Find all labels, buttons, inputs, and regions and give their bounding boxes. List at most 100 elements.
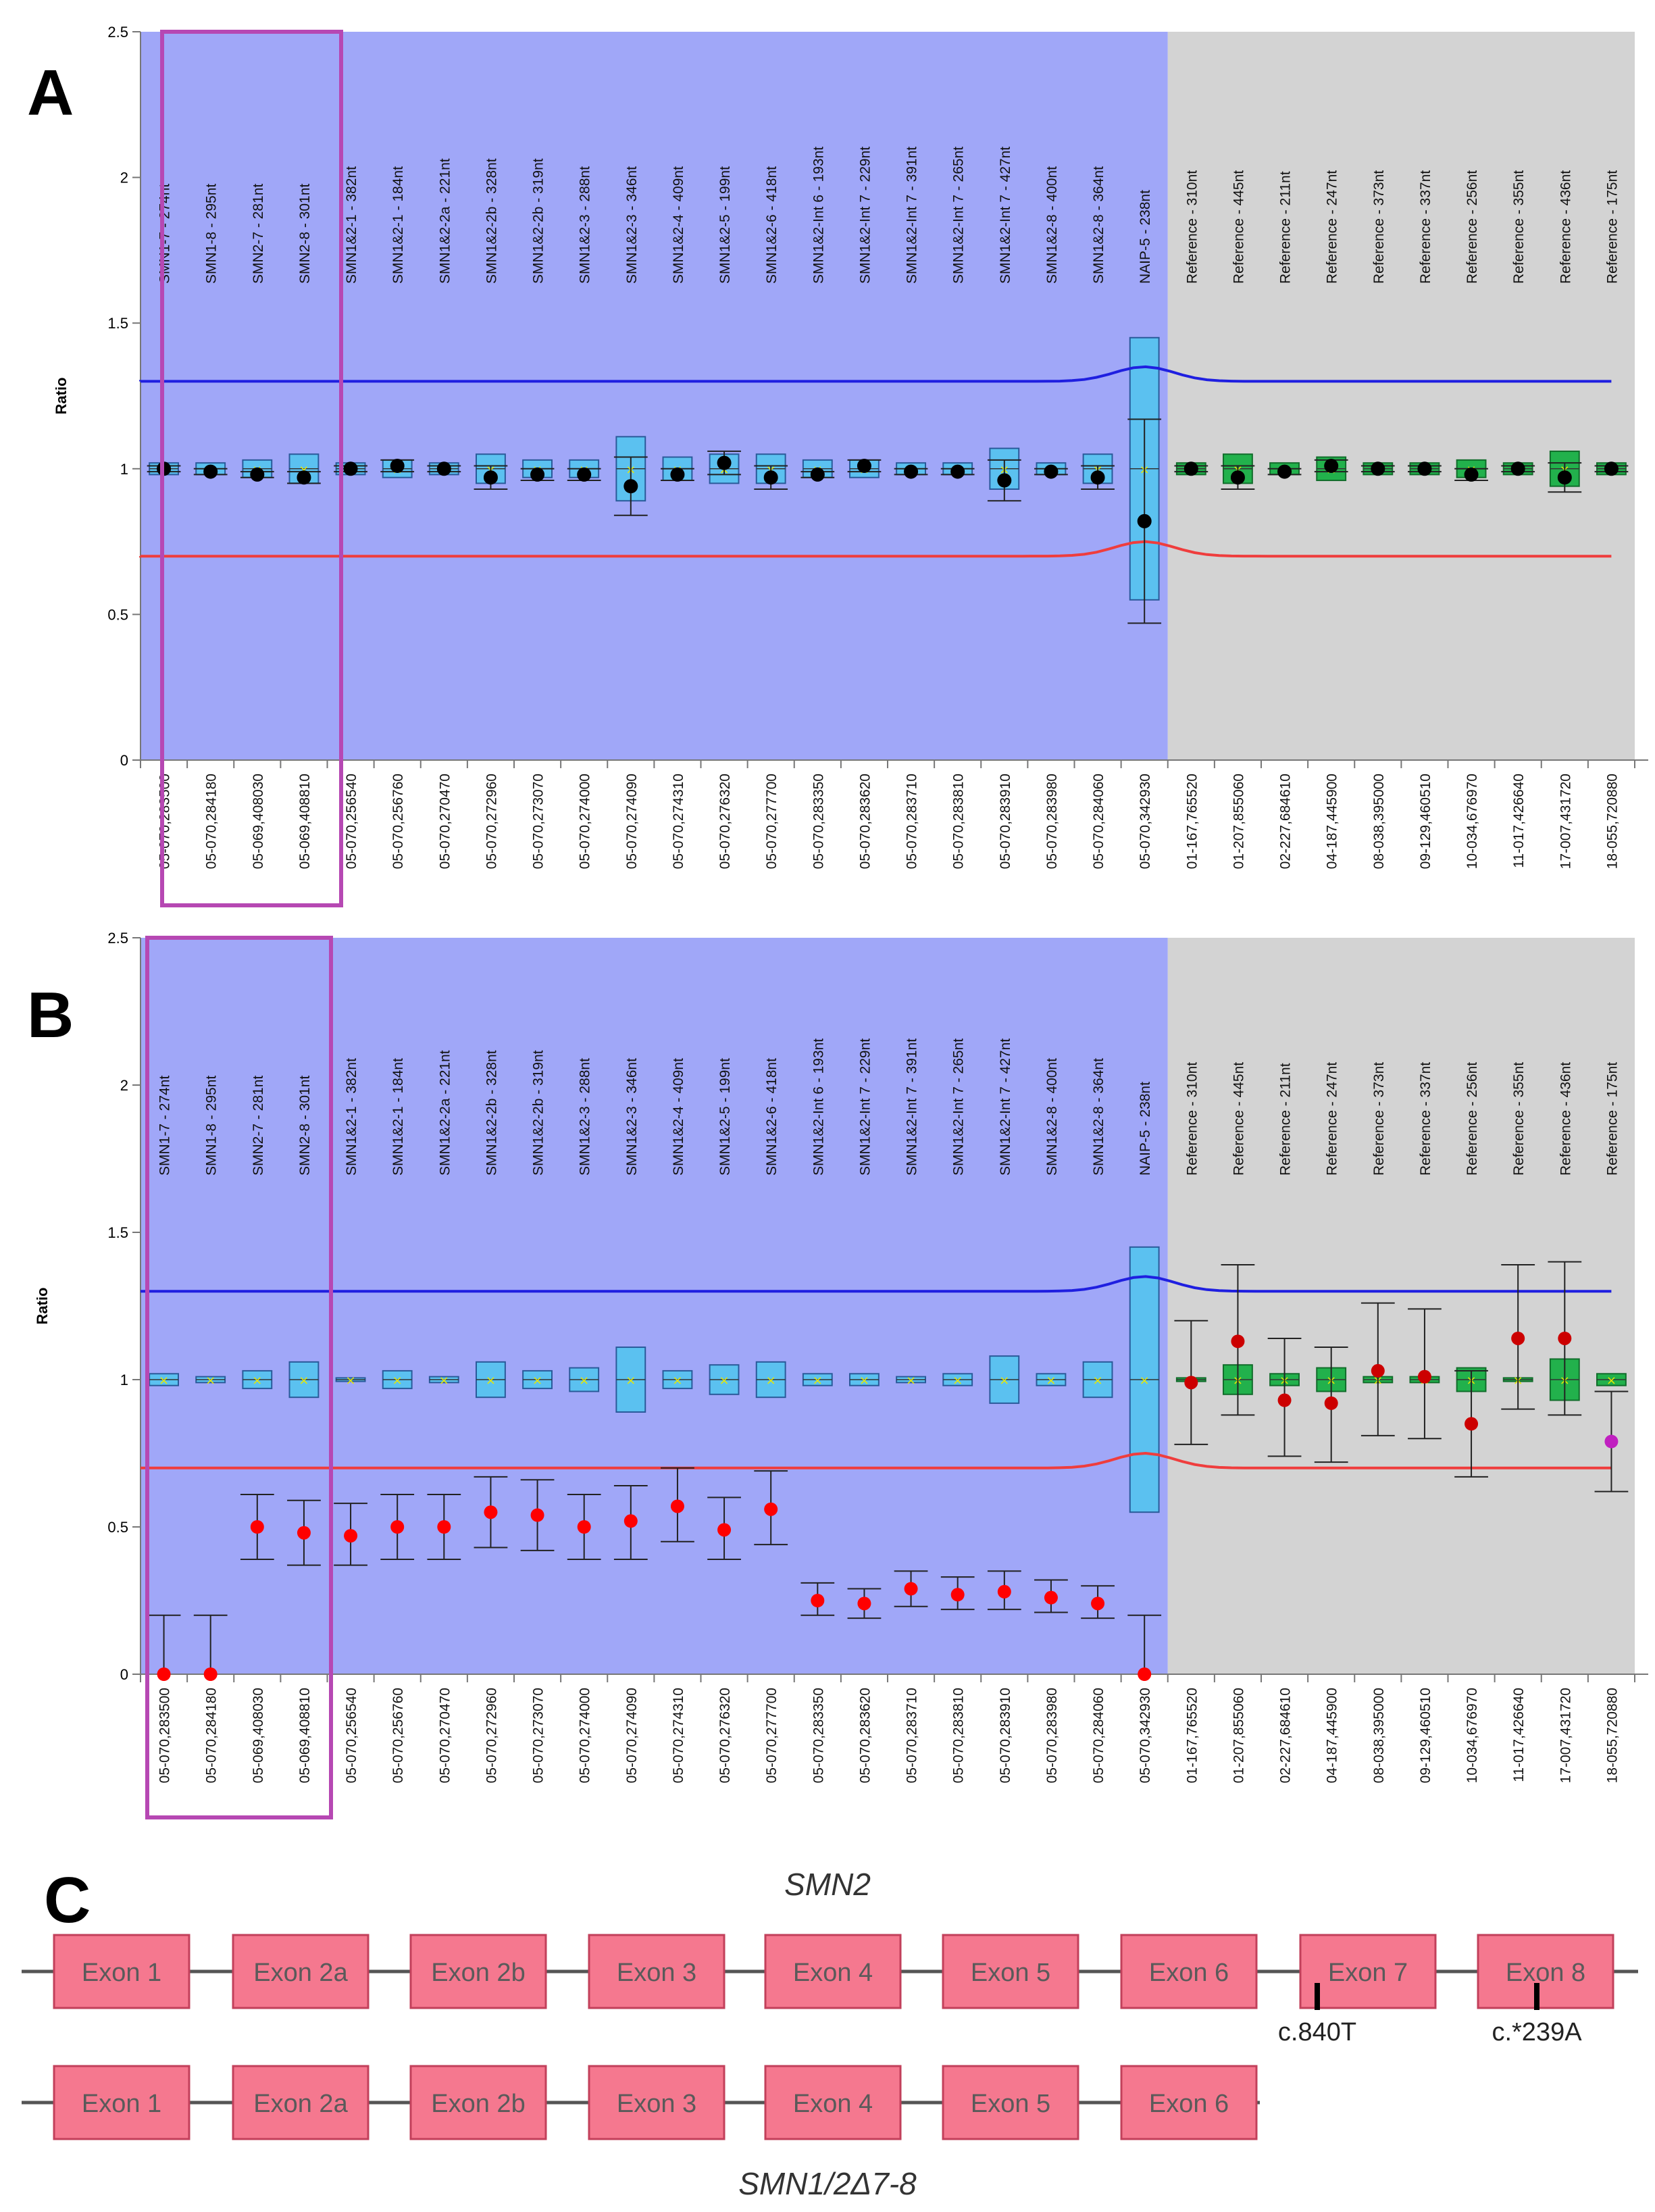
x-tick-label: 05-070,273070	[531, 774, 546, 869]
data-point	[297, 470, 311, 485]
exon-label: Exon 3	[617, 2090, 696, 2118]
probe-label: SMN1-7 - 274nt	[157, 1076, 173, 1176]
x-tick-label: 05-069,408030	[251, 1688, 266, 1783]
probe-label: SMN1&2-Int 7 - 265nt	[951, 147, 967, 284]
mean-marker: ×	[1606, 1374, 1616, 1388]
data-point	[717, 1523, 732, 1537]
y-axis-label: Ratio	[34, 1288, 51, 1325]
probe-label: NAIP-5 - 238nt	[1138, 190, 1153, 284]
data-point	[157, 1667, 171, 1681]
probe-label: Reference - 445nt	[1231, 170, 1246, 284]
data-point	[1371, 461, 1385, 476]
probe-label: SMN1&2-2b - 328nt	[484, 1050, 499, 1176]
probe-label: SMN1&2-4 - 409nt	[671, 166, 686, 284]
mean-marker: ×	[999, 1374, 1009, 1388]
y-tick-label: 2	[120, 170, 128, 186]
x-tick-label: 17-007,431720	[1558, 774, 1573, 869]
data-point	[1044, 1590, 1058, 1605]
exon-label: Exon 6	[1149, 1959, 1229, 1987]
data-point	[1417, 1369, 1431, 1384]
exon-label: Exon 4	[793, 1959, 873, 1987]
probe-label: SMN1&2-Int 7 - 391nt	[905, 1038, 920, 1176]
x-tick-label: 05-070,273070	[531, 1688, 546, 1783]
exon-label: Exon 2a	[253, 1959, 348, 1987]
x-tick-label: 05-070,283810	[951, 1688, 967, 1783]
probe-label: SMN2-7 - 281nt	[251, 184, 266, 284]
mean-marker: ×	[299, 1374, 309, 1388]
probe-label: SMN1&2-3 - 346nt	[624, 1058, 640, 1176]
data-point	[1324, 1396, 1338, 1410]
data-point	[390, 1520, 405, 1534]
probe-label: Reference - 247nt	[1325, 1062, 1340, 1176]
probe-label: SMN1&2-2a - 221nt	[437, 1050, 453, 1176]
probe-label: Reference - 256nt	[1465, 1062, 1480, 1176]
x-tick-label: 05-070,256540	[344, 1688, 359, 1783]
x-tick-label: 05-070,342930	[1138, 1688, 1153, 1783]
exon-label: Exon 1	[82, 2090, 161, 2118]
probe-label: SMN2-8 - 301nt	[297, 1076, 313, 1176]
x-tick-label: 04-187,445900	[1325, 774, 1340, 869]
probe-label: SMN1-8 - 295nt	[204, 1076, 220, 1176]
exon-box	[409, 1934, 547, 2009]
x-tick-label: 05-069,408030	[251, 774, 266, 869]
probe-label: SMN1&2-2a - 221nt	[437, 158, 453, 284]
y-axis-label: Ratio	[53, 378, 70, 415]
y-tick-label: 0	[120, 1666, 128, 1683]
exon-label: Exon 7	[1328, 1959, 1408, 1987]
data-point	[670, 1499, 684, 1513]
probe-label: Reference - 373nt	[1371, 170, 1387, 284]
mean-marker: ×	[205, 1374, 215, 1388]
x-tick-label: 18-055,720880	[1604, 1688, 1620, 1783]
exon-box	[942, 2065, 1079, 2140]
probe-label: SMN1-8 - 295nt	[204, 184, 220, 284]
data-point	[1371, 1363, 1385, 1378]
data-point	[250, 1520, 264, 1534]
exon-box	[764, 2065, 902, 2140]
probe-label: SMN1&2-Int 6 - 193nt	[811, 147, 826, 284]
exon-box	[232, 1934, 370, 2009]
data-point	[1184, 1376, 1198, 1390]
data-point	[1090, 470, 1105, 485]
mean-marker: ×	[766, 1374, 776, 1388]
x-tick-label: 05-070,274310	[671, 774, 686, 869]
x-tick-label: 09-129,460510	[1418, 774, 1433, 869]
data-point	[717, 455, 732, 470]
probe-label: SMN1&2-Int 6 - 193nt	[811, 1038, 826, 1176]
probe-label: SMN1&2-3 - 288nt	[578, 166, 593, 284]
mean-marker: ×	[532, 1374, 542, 1388]
mean-marker: ×	[346, 1374, 356, 1388]
y-tick-label: 1	[120, 1372, 128, 1388]
exon-box	[942, 1934, 1079, 2009]
x-tick-label: 05-070,342930	[1138, 774, 1153, 869]
mean-marker: ×	[159, 1374, 169, 1388]
x-tick-label: 10-034,676970	[1465, 1688, 1480, 1783]
chart-panel-a: 0 0.5 1 1.5 2 2.5 Ratio 05-070,283500 05-070,284…	[53, 24, 1648, 907]
data-point	[343, 461, 358, 476]
mean-marker: ×	[813, 1374, 823, 1388]
data-point	[344, 1529, 358, 1543]
x-tick-label: 01-207,855060	[1231, 774, 1246, 869]
x-tick-label: 10-034,676970	[1465, 774, 1480, 869]
data-point	[1137, 513, 1152, 528]
probe-label: SMN1&2-3 - 346nt	[624, 166, 640, 284]
probe-label: SMN1&2-1 - 382nt	[344, 1058, 359, 1176]
data-point	[203, 464, 218, 479]
exon-label: Exon 5	[971, 2090, 1050, 2118]
data-point	[857, 458, 871, 473]
upper-threshold-line	[139, 365, 1612, 383]
x-tick-label: 05-070,284060	[1091, 1688, 1106, 1783]
data-point	[1091, 1597, 1105, 1611]
probe-label: SMN1&2-3 - 288nt	[578, 1058, 593, 1176]
x-tick-label: 02-227,684610	[1278, 1688, 1294, 1783]
x-tick-label: 05-070,283350	[811, 774, 826, 869]
data-point	[577, 1520, 591, 1534]
exon-box	[1120, 2065, 1258, 2140]
variant-label: c.840T	[1278, 2018, 1356, 2046]
y-tick-label: 1	[120, 461, 128, 478]
data-point	[483, 470, 498, 485]
gene-title-smn-delta: SMN1/2Δ7-8	[738, 2166, 917, 2201]
probe-label: Reference - 247nt	[1325, 170, 1340, 284]
data-point	[1231, 1334, 1245, 1349]
data-point	[390, 458, 405, 473]
